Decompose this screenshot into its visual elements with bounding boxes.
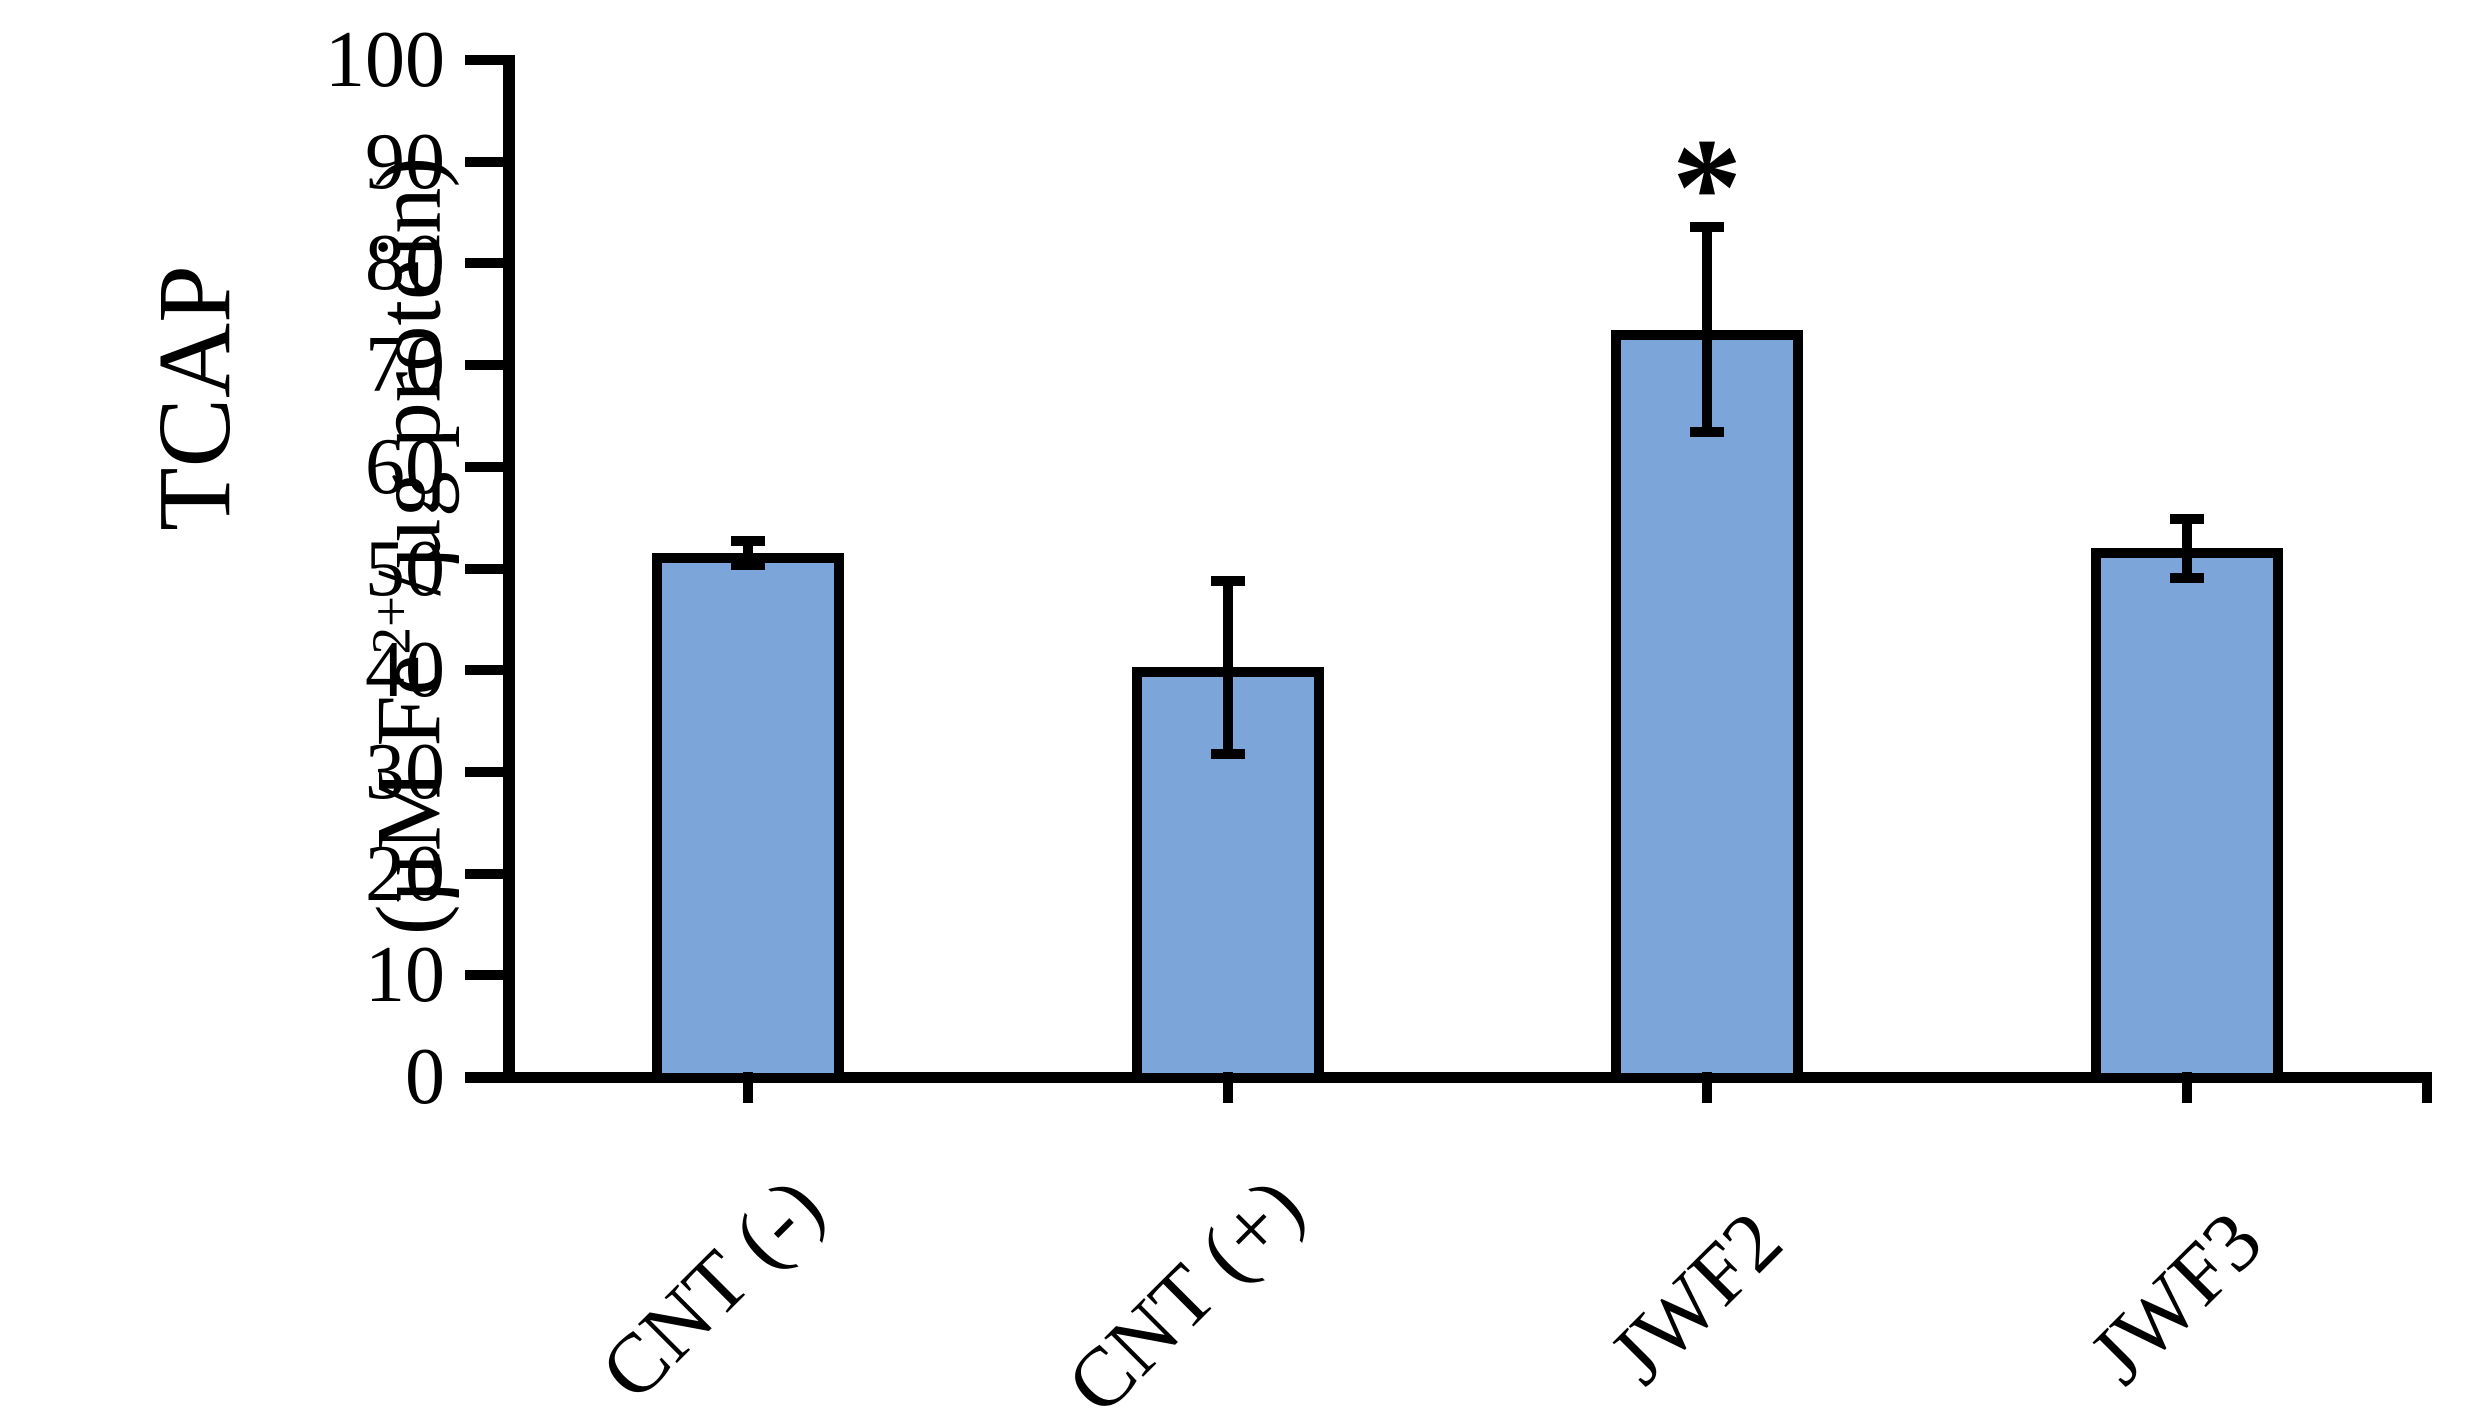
x-tick xyxy=(743,1072,753,1103)
y-tick xyxy=(465,563,513,574)
y-tick xyxy=(465,766,513,777)
y-tick-label: 60 xyxy=(365,422,445,511)
bar xyxy=(2090,548,2283,1083)
error-bar-cap-top xyxy=(1690,221,1724,232)
error-bar-cap-bottom xyxy=(731,560,765,571)
error-bar-cap-top xyxy=(731,536,765,547)
error-bar-cap-top xyxy=(2169,513,2204,524)
y-tick xyxy=(465,665,513,676)
y-tick-label: 20 xyxy=(365,829,445,918)
y-tick-label: 40 xyxy=(365,626,445,715)
y-tick xyxy=(465,360,513,371)
y-tick xyxy=(465,970,513,981)
x-axis-line xyxy=(465,1072,2432,1083)
y-tick-label: 100 xyxy=(325,16,445,104)
x-axis-end-tick xyxy=(2422,1072,2432,1103)
x-tick xyxy=(2181,1072,2192,1103)
y-tick-label: 90 xyxy=(365,117,445,206)
y-tick-label: 30 xyxy=(365,727,445,816)
bar xyxy=(1611,329,1803,1083)
error-bar xyxy=(1702,226,1712,433)
error-bar-cap-top xyxy=(1210,575,1245,586)
y-tick xyxy=(465,868,513,879)
significance-asterisk: * xyxy=(1672,110,1742,265)
x-tick xyxy=(1222,1072,1233,1103)
y-tick xyxy=(465,258,513,269)
y-tick xyxy=(465,461,513,472)
error-bar-cap-bottom xyxy=(1690,427,1724,438)
y-tick-label: 80 xyxy=(365,219,445,308)
y-tick-label: 0 xyxy=(405,1033,445,1121)
error-bar xyxy=(1222,580,1233,754)
error-bar xyxy=(743,541,753,566)
error-bar-cap-bottom xyxy=(2169,572,2204,583)
error-bar-cap-bottom xyxy=(1210,748,1245,759)
y-tick xyxy=(465,156,513,167)
y-tick-label: 70 xyxy=(365,321,445,410)
x-tick xyxy=(1702,1072,1712,1103)
x-axis-label: CNT (-) xyxy=(583,1160,841,1418)
y-tick-label: 10 xyxy=(365,931,445,1020)
y-tick xyxy=(465,55,513,65)
bar xyxy=(652,553,844,1083)
y-tick xyxy=(465,1072,513,1082)
y-tick-label: 50 xyxy=(365,524,445,613)
error-bar xyxy=(2181,518,2192,578)
